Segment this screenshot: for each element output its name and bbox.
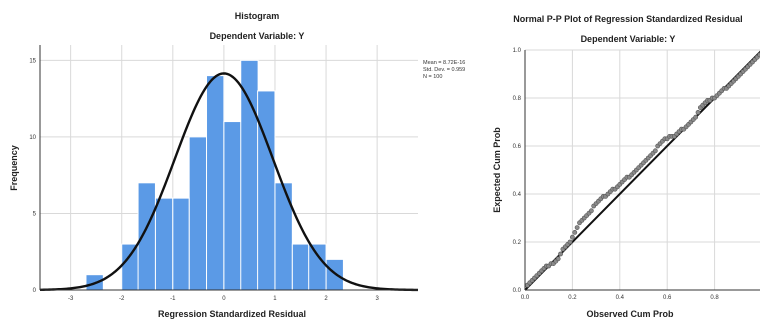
histogram-x-tick-label: 1 — [273, 296, 277, 302]
pp-plot-title: Normal P-P Plot of Regression Standardiz… — [513, 14, 742, 24]
histogram-bar — [257, 90, 276, 291]
histogram-title: Histogram — [235, 11, 280, 21]
pp-plot-subtitle: Dependent Variable: Y — [581, 34, 676, 44]
histogram-bar — [188, 136, 208, 291]
pp-plot-y-tick-label: 0.6 — [513, 144, 522, 150]
histogram-y-tick-label: 0 — [33, 288, 37, 294]
pp-plot-y-axis-label: Expected Cum Prob — [492, 127, 502, 213]
histogram-x-tick-label: 2 — [324, 296, 328, 302]
pp-plot-y-tick-label: 0.8 — [513, 96, 522, 102]
histogram-normal-curve — [39, 72, 419, 292]
histogram-y-tick-label: 5 — [33, 211, 37, 217]
histogram-bar — [172, 197, 190, 291]
pp-plot-x-tick-label: 0.6 — [663, 295, 672, 301]
pp-plot-point — [695, 110, 701, 115]
histogram-bar — [121, 243, 140, 291]
histogram-bar — [154, 197, 174, 291]
histogram-bar — [206, 75, 225, 291]
histogram-bar — [223, 121, 242, 291]
pp-plot-point — [693, 114, 699, 120]
histogram-bar — [308, 243, 327, 291]
pp-plot-panel: Normal P-P Plot of Regression Standardiz… — [492, 14, 760, 319]
pp-plot-point — [567, 239, 573, 245]
pp-plot-point — [555, 256, 561, 262]
histogram-subtitle: Dependent Variable: Y — [210, 31, 305, 41]
histogram-stat-std-dev: Std. Dev. = 0.959 — [423, 67, 465, 73]
histogram-x-tick-label: -2 — [119, 296, 125, 302]
pp-plot-y-tick-label: 0.0 — [513, 288, 522, 294]
pp-plot-y-tick-label: 0.4 — [513, 192, 522, 198]
pp-plot-x-tick-label: 0.2 — [568, 295, 577, 301]
pp-plot-point — [652, 148, 658, 154]
pp-plot-x-tick-label: 0.0 — [521, 295, 530, 301]
pp-plot-point — [574, 225, 580, 230]
pp-plot-y-tick-label: 0.2 — [513, 240, 522, 246]
histogram-x-tick-label: -1 — [170, 296, 176, 302]
histogram-y-tick-label: 10 — [29, 135, 36, 141]
histogram-panel: Histogram Dependent Variable: Y Regressi… — [9, 11, 465, 319]
pp-plot-x-tick-label: 0.8 — [710, 295, 719, 301]
histogram-stat-mean: Mean = 8.72E-16 — [423, 60, 465, 66]
pp-plot-point — [570, 234, 575, 240]
histogram-stat-n: N = 100 — [423, 74, 442, 80]
histogram-x-tick-label: 3 — [375, 296, 379, 302]
pp-plot-point — [558, 251, 563, 257]
histogram-y-axis-label: Frequency — [9, 145, 19, 191]
histogram-x-tick-label: 0 — [222, 296, 226, 302]
histogram-bar — [274, 182, 293, 291]
pp-plot-point — [572, 229, 578, 235]
pp-plot-x-axis-label: Observed Cum Prob — [586, 309, 674, 319]
histogram-x-tick-label: -3 — [68, 296, 74, 302]
histogram-bar — [291, 243, 311, 291]
histogram-y-tick-label: 15 — [29, 58, 36, 64]
histogram-x-axis-label: Regression Standardized Residual — [158, 309, 306, 319]
histogram-bar — [240, 59, 259, 291]
pp-plot-point — [588, 208, 594, 214]
pp-plot-x-tick-label: 0.4 — [616, 295, 625, 301]
pp-plot-y-tick-label: 1.0 — [513, 48, 522, 54]
